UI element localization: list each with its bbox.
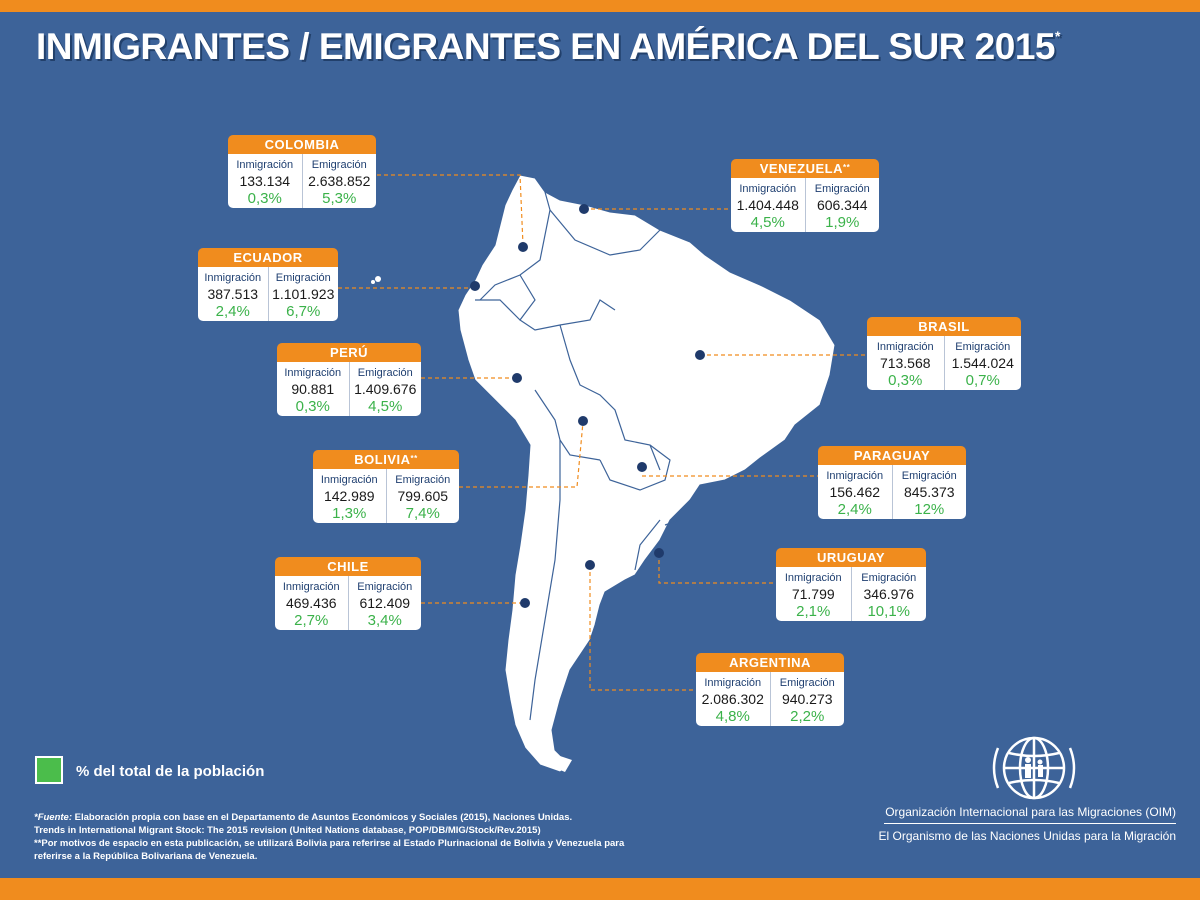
emigration-column: Emigración 1.544.024 0,7% xyxy=(943,336,1022,390)
emigration-column: Emigración 845.373 12% xyxy=(891,465,967,519)
oim-globe-logo-icon xyxy=(992,736,1076,800)
emigration-column: Emigración 1.409.676 4,5% xyxy=(348,362,422,416)
card-title: ECUADOR xyxy=(198,248,338,267)
immigration-column: Inmigración 387.513 2,4% xyxy=(204,272,262,320)
immigration-column: Inmigración 713.568 0,3% xyxy=(876,341,934,389)
card-title: ARGENTINA xyxy=(696,653,844,672)
org-tagline: El Organismo de las Naciones Unidas para… xyxy=(878,829,1176,843)
card-bolivia: BOLIVIA** Inmigración 142.989 1,3% Emigr… xyxy=(313,450,459,523)
emigration-column: Emigración 2.638.852 5,3% xyxy=(301,154,377,208)
emigration-column: Emigración 1.101.923 6,7% xyxy=(267,267,339,321)
dot-chile xyxy=(520,598,530,608)
card-paraguay: PARAGUAY Inmigración 156.462 2,4% Emigra… xyxy=(818,446,966,519)
card-title: PERÚ xyxy=(277,343,421,362)
country-borders xyxy=(475,191,691,721)
dot-paraguay xyxy=(637,462,647,472)
card-colombia: COLOMBIA Inmigración 133.134 0,3% Emigra… xyxy=(228,135,376,208)
card-chile: CHILE Inmigración 469.436 2,7% Emigració… xyxy=(275,557,421,630)
org-divider xyxy=(884,823,1176,824)
dot-colombia xyxy=(518,242,528,252)
card-argentina: ARGENTINA Inmigración 2.086.302 4,8% Emi… xyxy=(696,653,844,726)
country-dots xyxy=(470,204,705,608)
immigration-column: Inmigración 90.881 0,3% xyxy=(284,367,342,415)
immigration-column: Inmigración 133.134 0,3% xyxy=(236,159,294,207)
legend-label: % del total de la población xyxy=(76,763,265,780)
top-accent-bar xyxy=(0,0,1200,12)
bottom-accent-bar xyxy=(0,878,1200,900)
dot-venezuela xyxy=(579,204,589,214)
emigration-column: Emigración 612.409 3,4% xyxy=(347,576,422,630)
continent-landmass xyxy=(457,174,836,773)
emigration-column: Emigración 606.344 1,9% xyxy=(804,178,880,232)
emigration-column: Emigración 940.273 2,2% xyxy=(769,672,845,726)
legend-swatch xyxy=(35,756,63,784)
card-title: BRASIL xyxy=(867,317,1021,336)
card-venezuela: VENEZUELA** Inmigración 1.404.448 4,5% E… xyxy=(731,159,879,232)
card-uruguay: URUGUAY Inmigración 71.799 2,1% Emigraci… xyxy=(776,548,926,621)
card-title: PARAGUAY xyxy=(818,446,966,465)
card-ecuador: ECUADOR Inmigración 387.513 2,4% Emigrac… xyxy=(198,248,338,321)
dot-brasil xyxy=(695,350,705,360)
dot-peru xyxy=(512,373,522,383)
immigration-column: Inmigración 1.404.448 4,5% xyxy=(736,183,799,231)
card-title: URUGUAY xyxy=(776,548,926,567)
dot-bolivia xyxy=(578,416,588,426)
leader-lines xyxy=(338,174,867,691)
immigration-column: Inmigración 156.462 2,4% xyxy=(826,470,884,518)
dot-ecuador xyxy=(470,281,480,291)
immigration-column: Inmigración 469.436 2,7% xyxy=(282,581,340,629)
card-title: VENEZUELA** xyxy=(731,159,879,178)
card-brasil: BRASIL Inmigración 713.568 0,3% Emigraci… xyxy=(867,317,1021,390)
dot-argentina xyxy=(585,560,595,570)
card-title: BOLIVIA** xyxy=(313,450,459,469)
card-title: COLOMBIA xyxy=(228,135,376,154)
card-title: CHILE xyxy=(275,557,421,576)
card-peru: PERÚ Inmigración 90.881 0,3% Emigración … xyxy=(277,343,421,416)
emigration-column: Emigración 346.976 10,1% xyxy=(850,567,927,621)
immigration-column: Inmigración 142.989 1,3% xyxy=(320,474,378,522)
immigration-column: Inmigración 71.799 2,1% xyxy=(784,572,842,620)
dot-uruguay xyxy=(654,548,664,558)
source-notes: *Fuente: Elaboración propia con base en … xyxy=(34,812,625,862)
emigration-column: Emigración 799.605 7,4% xyxy=(385,469,460,523)
page-title: INMIGRANTES / EMIGRANTES EN AMÉRICA DEL … xyxy=(36,26,1060,67)
org-name: Organización Internacional para las Migr… xyxy=(885,805,1176,819)
immigration-column: Inmigración 2.086.302 4,8% xyxy=(701,677,764,725)
